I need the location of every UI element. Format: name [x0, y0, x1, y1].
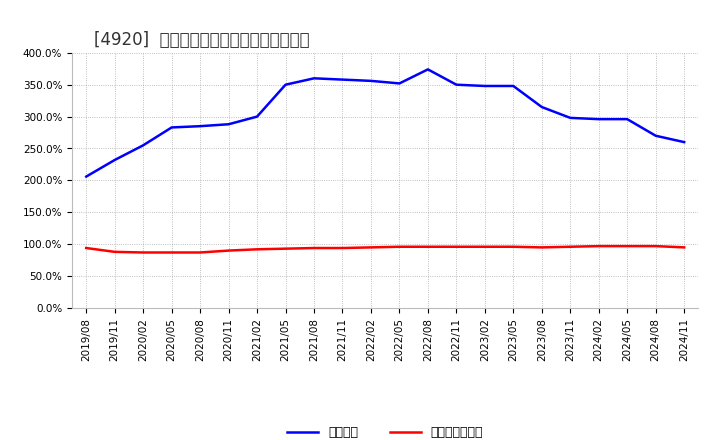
固定長期適合率: [652, 243, 660, 249]
固定比率: [139, 143, 148, 148]
固定長期適合率: [566, 244, 575, 249]
固定比率: [423, 67, 432, 72]
固定長期適合率: [225, 248, 233, 253]
固定長期適合率: [253, 247, 261, 252]
固定比率: [366, 78, 375, 84]
固定長期適合率: [423, 244, 432, 249]
固定比率: [566, 115, 575, 121]
固定長期適合率: [395, 244, 404, 249]
固定長期適合率: [680, 245, 688, 250]
固定比率: [167, 125, 176, 130]
固定長期適合率: [167, 250, 176, 255]
固定比率: [253, 114, 261, 119]
固定比率: [338, 77, 347, 82]
Text: [4920]  固定比率、固定長期適合率の推移: [4920] 固定比率、固定長期適合率の推移: [94, 31, 309, 49]
固定長期適合率: [595, 243, 603, 249]
固定比率: [196, 124, 204, 129]
固定比率: [452, 82, 461, 87]
固定比率: [225, 121, 233, 127]
固定長期適合率: [82, 246, 91, 251]
固定比率: [310, 76, 318, 81]
Legend: 固定比率, 固定長期適合率: 固定比率, 固定長期適合率: [282, 422, 488, 440]
固定比率: [82, 174, 91, 179]
固定長期適合率: [623, 243, 631, 249]
固定長期適合率: [509, 244, 518, 249]
固定比率: [110, 158, 119, 163]
固定長期適合率: [282, 246, 290, 251]
固定比率: [680, 139, 688, 145]
Line: 固定比率: 固定比率: [86, 70, 684, 176]
固定長期適合率: [110, 249, 119, 254]
固定比率: [480, 83, 489, 88]
固定比率: [537, 104, 546, 110]
固定比率: [652, 133, 660, 139]
Line: 固定長期適合率: 固定長期適合率: [86, 246, 684, 253]
固定長期適合率: [139, 250, 148, 255]
固定長期適合率: [338, 246, 347, 251]
固定比率: [395, 81, 404, 86]
固定長期適合率: [452, 244, 461, 249]
固定比率: [282, 82, 290, 87]
固定長期適合率: [537, 245, 546, 250]
固定比率: [509, 83, 518, 88]
固定長期適合率: [366, 245, 375, 250]
固定長期適合率: [310, 246, 318, 251]
固定比率: [623, 117, 631, 122]
固定長期適合率: [196, 250, 204, 255]
固定長期適合率: [480, 244, 489, 249]
固定比率: [595, 117, 603, 122]
